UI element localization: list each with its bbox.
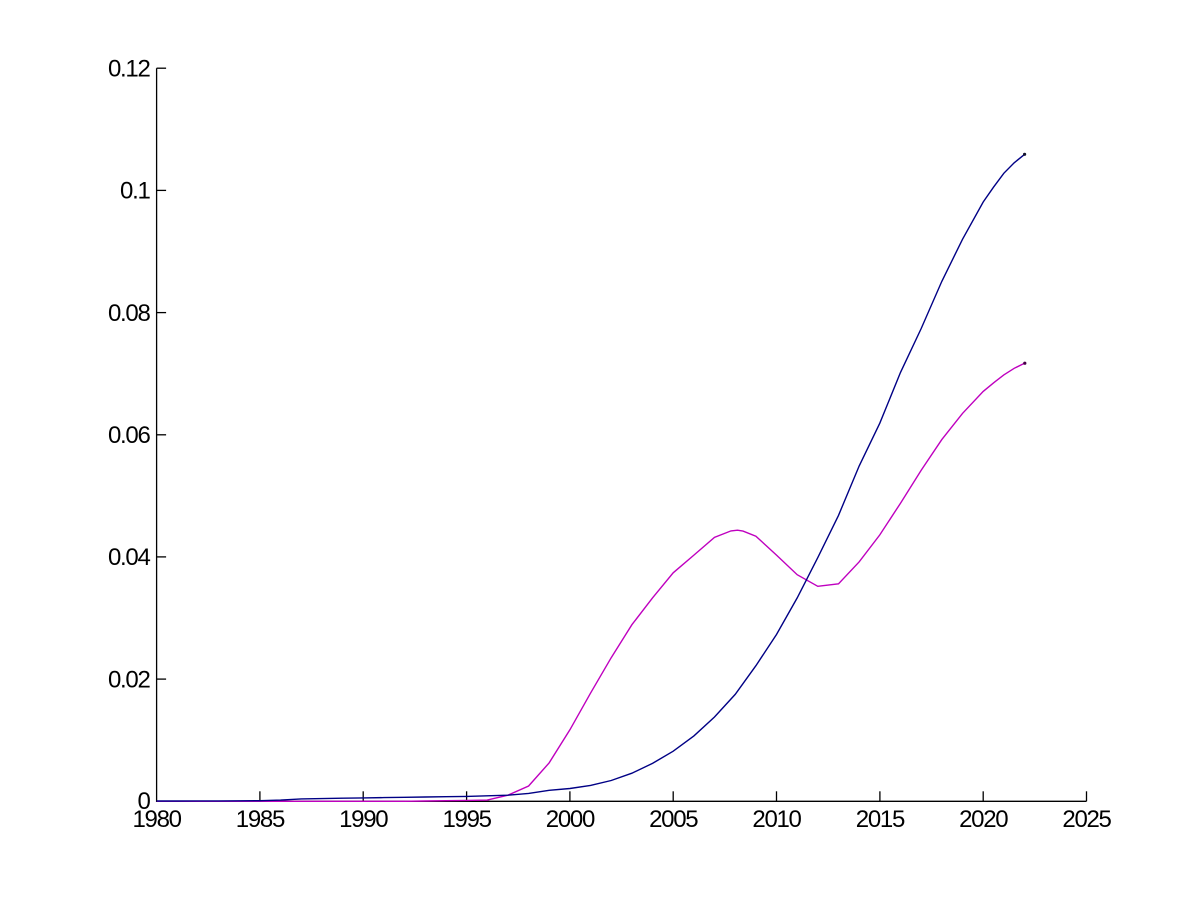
svg-text:1990: 1990 — [339, 806, 388, 833]
svg-text:2025: 2025 — [1062, 806, 1111, 833]
svg-text:2005: 2005 — [649, 806, 698, 833]
svg-text:0.12: 0.12 — [108, 55, 150, 82]
svg-text:0.06: 0.06 — [108, 422, 150, 449]
svg-text:0.1: 0.1 — [120, 178, 150, 205]
svg-text:2000: 2000 — [546, 806, 595, 833]
svg-text:0.02: 0.02 — [108, 666, 150, 693]
svg-text:0: 0 — [137, 788, 150, 815]
svg-text:1985: 1985 — [236, 806, 285, 833]
svg-text:2020: 2020 — [959, 806, 1008, 833]
svg-text:0.04: 0.04 — [108, 544, 150, 571]
svg-text:1980: 1980 — [132, 806, 181, 833]
svg-text:2010: 2010 — [752, 806, 801, 833]
svg-text:2015: 2015 — [856, 806, 905, 833]
svg-text:1995: 1995 — [442, 806, 491, 833]
svg-text:0.08: 0.08 — [108, 300, 150, 327]
